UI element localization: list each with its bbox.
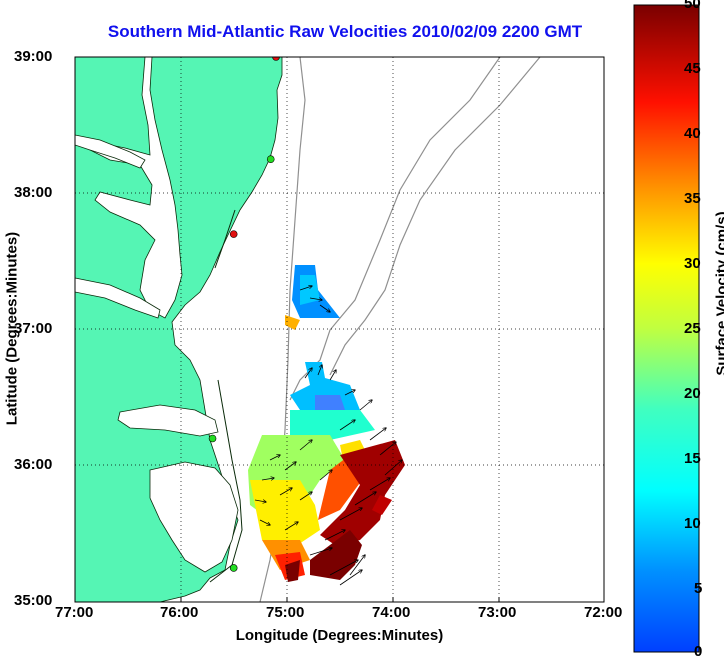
x-tick-label: 73:00	[478, 604, 516, 621]
y-axis-label: Latitude (Degrees:Minutes)	[4, 209, 21, 449]
radar-station-marker	[267, 156, 274, 163]
x-tick-label: 76:00	[160, 604, 198, 621]
colorbar-tick-label: 45	[684, 60, 701, 77]
colorbar-label: Surface Velocity (cm/s)	[714, 174, 724, 414]
colorbar-tick-label: 0	[694, 643, 702, 660]
y-tick-label: 36:00	[14, 456, 52, 473]
radar-station-marker	[230, 231, 237, 238]
y-tick-label: 35:00	[14, 592, 52, 609]
colorbar-tick-label: 50	[684, 0, 701, 12]
colorbar-tick-label: 20	[684, 385, 701, 402]
x-tick-label: 74:00	[372, 604, 410, 621]
colorbar-tick-label: 10	[684, 515, 701, 532]
y-tick-label: 39:00	[14, 48, 52, 65]
colorbar-tick-label: 35	[684, 190, 701, 207]
colorbar-tick-label: 15	[684, 450, 701, 467]
velocity-patch	[315, 395, 345, 412]
colorbar-tick-label: 5	[694, 580, 702, 597]
radar-station-marker	[209, 435, 216, 442]
x-axis-label: Longitude (Degrees:Minutes)	[75, 627, 604, 644]
colorbar-tick-label: 25	[684, 320, 701, 337]
x-tick-label: 72:00	[584, 604, 622, 621]
radar-station-marker	[230, 564, 237, 571]
y-tick-label: 38:00	[14, 184, 52, 201]
colorbar-tick-label: 30	[684, 255, 701, 272]
colorbar-tick-label: 40	[684, 125, 701, 142]
x-tick-label: 75:00	[266, 604, 304, 621]
x-tick-label: 77:00	[55, 604, 93, 621]
